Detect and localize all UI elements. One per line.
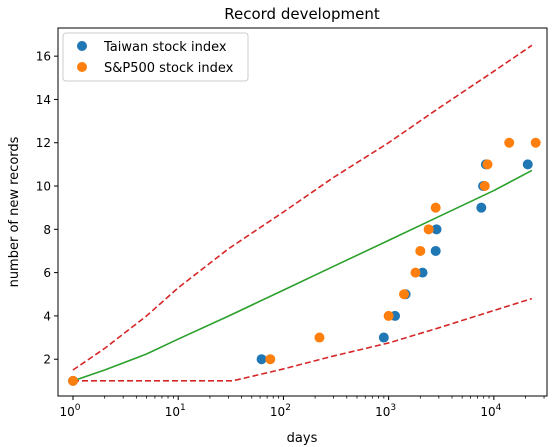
x-tick-exponent-2: 2 bbox=[285, 403, 291, 413]
y-tick-label-0: 2 bbox=[43, 353, 51, 367]
point-series1-12 bbox=[530, 137, 541, 148]
x-tick-label-4: 104 bbox=[480, 403, 501, 419]
line-2 bbox=[73, 297, 533, 382]
y-tick-label-2: 6 bbox=[43, 266, 51, 280]
x-tick-exponent-3: 3 bbox=[390, 403, 396, 413]
point-series0-8 bbox=[476, 202, 487, 213]
x-axis-ticks: 100 101 102 103 104 bbox=[60, 396, 545, 419]
x-tick-exponent-4: 4 bbox=[496, 403, 502, 413]
x-tick-label-1: 101 bbox=[165, 403, 186, 419]
chart-title: Record development bbox=[224, 5, 380, 23]
legend-marker-sp500 bbox=[77, 62, 87, 72]
y-tick-label-5: 12 bbox=[36, 136, 51, 150]
legend-label-taiwan: Taiwan stock index bbox=[103, 40, 227, 55]
y-axis-ticks: 2 4 6 8 10 12 14 16 bbox=[36, 50, 58, 367]
point-series1-9 bbox=[479, 181, 490, 192]
line-0 bbox=[72, 169, 533, 382]
data-points bbox=[68, 137, 541, 386]
point-series1-1 bbox=[265, 354, 276, 365]
x-tick-label-2: 102 bbox=[270, 403, 291, 419]
legend-marker-taiwan bbox=[77, 41, 87, 51]
x-axis-label: days bbox=[287, 431, 318, 446]
point-series1-11 bbox=[504, 137, 515, 148]
x-tick-exponent-0: 0 bbox=[75, 403, 81, 413]
x-tick-exponent-1: 1 bbox=[180, 403, 186, 413]
legend-label-sp500: S&P500 stock index bbox=[104, 61, 234, 76]
point-series0-7 bbox=[431, 224, 442, 235]
legend: Taiwan stock index S&P500 stock index bbox=[62, 32, 249, 82]
point-series0-2 bbox=[378, 332, 389, 343]
plot-frame bbox=[57, 27, 548, 397]
y-tick-label-1: 4 bbox=[43, 309, 51, 323]
point-series0-1 bbox=[256, 354, 267, 365]
point-series1-7 bbox=[423, 224, 434, 235]
fit-lines bbox=[72, 44, 533, 382]
point-series1-10 bbox=[482, 159, 493, 170]
point-series0-11 bbox=[522, 159, 533, 170]
y-tick-label-3: 8 bbox=[43, 223, 51, 237]
point-series1-4 bbox=[399, 289, 410, 300]
point-series1-6 bbox=[415, 245, 426, 256]
x-tick-label-3: 103 bbox=[375, 403, 396, 419]
y-tick-label-4: 10 bbox=[36, 180, 51, 194]
line-1 bbox=[72, 44, 533, 371]
point-series1-5 bbox=[410, 267, 421, 278]
point-series1-0 bbox=[68, 375, 79, 386]
y-axis-label: number of new records bbox=[7, 136, 22, 287]
point-series0-6 bbox=[430, 245, 441, 256]
legend-box bbox=[62, 32, 249, 82]
y-tick-label-6: 14 bbox=[36, 93, 51, 107]
point-series1-8 bbox=[430, 202, 441, 213]
point-series1-3 bbox=[383, 310, 394, 321]
x-tick-label-0: 100 bbox=[60, 403, 81, 419]
point-series1-2 bbox=[314, 332, 325, 343]
point-series0-5 bbox=[417, 267, 428, 278]
y-tick-label-7: 16 bbox=[36, 50, 51, 64]
